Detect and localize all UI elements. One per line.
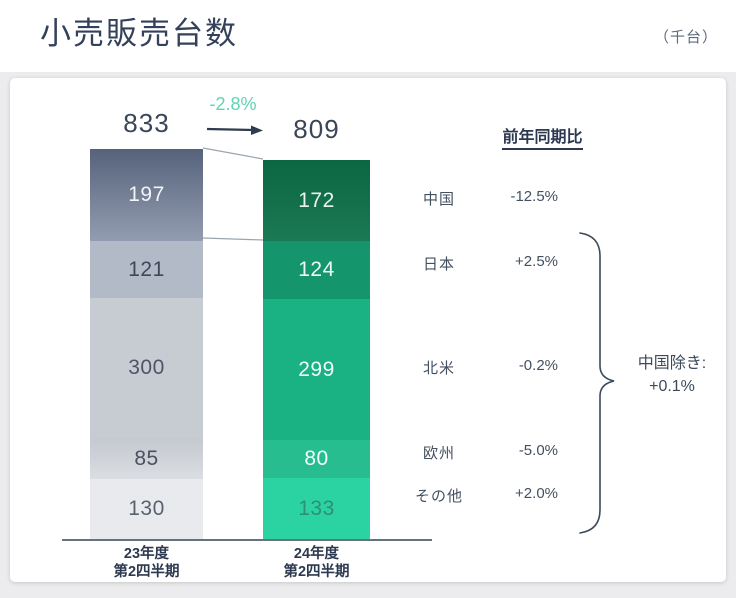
- region-label: 欧州: [422, 445, 455, 462]
- axis-label-line: 第2四半期: [113, 563, 180, 580]
- stacked-bar-fy24: 172 124 299 80 133: [263, 160, 370, 540]
- page-title: 小売販売台数: [40, 16, 238, 51]
- bar-total-fy23: 833: [123, 108, 170, 138]
- region-label: 北米: [422, 360, 455, 377]
- unit-label: （千台）: [653, 29, 718, 46]
- bar0-segment-欧州: 85: [90, 438, 203, 479]
- excluding-china-bracket: [579, 232, 615, 534]
- bar0-segment-北米: 300: [90, 297, 203, 439]
- region-label: 中国: [422, 191, 455, 208]
- axis-label-line: 24年度: [293, 546, 340, 562]
- x-axis-label-fy24: 24年度 第2四半期: [258, 546, 375, 581]
- x-axis-line: [62, 539, 432, 541]
- bar0-segment-中国: 197: [90, 148, 203, 242]
- excluding-china-value: +0.1%: [649, 378, 695, 396]
- bar-total-fy24: 809: [293, 114, 340, 144]
- region-label: 日本: [422, 256, 455, 273]
- excluding-china-note: 中国除き: +0.1%: [620, 352, 724, 398]
- yoy-header: 前年同期比: [470, 123, 615, 150]
- bar1-segment-北米: 299: [263, 299, 370, 440]
- x-axis-label-fy23: 23年度 第2四半期: [88, 546, 205, 581]
- bar1-segment-中国: 172: [263, 160, 370, 242]
- bar0-segment-その他: 130: [90, 478, 203, 540]
- region-value: -5.0%: [518, 442, 558, 459]
- stacked-bar-fy23: 197 121 300 85 130: [90, 148, 203, 540]
- header-band: 小売販売台数 （千台）: [0, 0, 736, 72]
- region-value: +2.0%: [515, 485, 558, 502]
- excluding-china-label: 中国除き:: [637, 355, 707, 372]
- region-value: -12.5%: [510, 188, 558, 205]
- region-value: +2.5%: [515, 253, 558, 270]
- bar0-segment-日本: 121: [90, 241, 203, 298]
- bar1-segment-日本: 124: [263, 241, 370, 300]
- region-value: -0.2%: [518, 357, 558, 374]
- segment-connector-lines: [202, 147, 264, 241]
- change-arrow-icon: [206, 125, 263, 135]
- bar1-segment-その他: 133: [263, 477, 370, 540]
- region-label: その他: [414, 488, 463, 505]
- yoy-change-label: -2.8%: [209, 94, 257, 114]
- axis-label-line: 23年度: [123, 546, 170, 562]
- bar1-segment-欧州: 80: [263, 439, 370, 478]
- axis-label-line: 第2四半期: [283, 563, 350, 580]
